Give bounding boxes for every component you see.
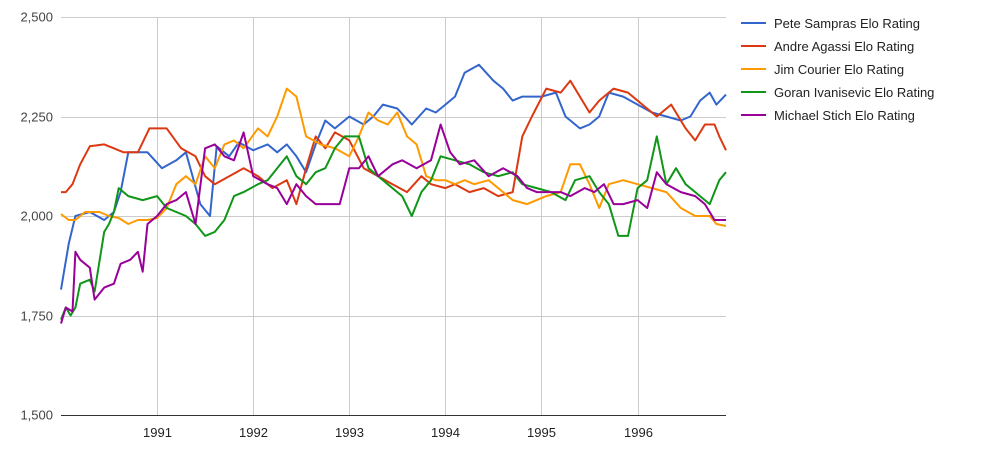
y-axis-ticks: 1,500 1,750 2,000 2,250 2,500 <box>20 10 53 423</box>
series-line-0 <box>60 63 727 290</box>
series-line-2 <box>60 87 727 227</box>
x-axis-ticks: 1991 1992 1993 1994 1995 1996 <box>143 425 653 440</box>
y-tick-label: 2,250 <box>20 110 53 125</box>
legend-label: Pete Sampras Elo Rating <box>774 16 920 31</box>
x-tick-label: 1994 <box>431 425 460 440</box>
series-line-1 <box>61 79 727 206</box>
legend: Pete Sampras Elo Rating Andre Agassi Elo … <box>741 16 934 123</box>
x-tick-label: 1992 <box>239 425 268 440</box>
grid-lines <box>61 17 726 416</box>
y-tick-label: 1,500 <box>20 408 53 423</box>
legend-label: Andre Agassi Elo Rating <box>774 39 914 54</box>
legend-label: Goran Ivanisevic Elo Rating <box>774 85 934 100</box>
y-tick-label: 2,500 <box>20 10 53 25</box>
x-tick-label: 1991 <box>143 425 172 440</box>
series-line-4 <box>60 123 726 324</box>
x-tick-label: 1996 <box>624 425 653 440</box>
series-lines <box>60 63 727 324</box>
y-tick-label: 1,750 <box>20 309 53 324</box>
x-tick-label: 1995 <box>527 425 556 440</box>
y-tick-label: 2,000 <box>20 209 53 224</box>
legend-label: Michael Stich Elo Rating <box>774 108 915 123</box>
x-tick-label: 1993 <box>335 425 364 440</box>
legend-label: Jim Courier Elo Rating <box>774 62 904 77</box>
series-line-3 <box>60 135 727 320</box>
